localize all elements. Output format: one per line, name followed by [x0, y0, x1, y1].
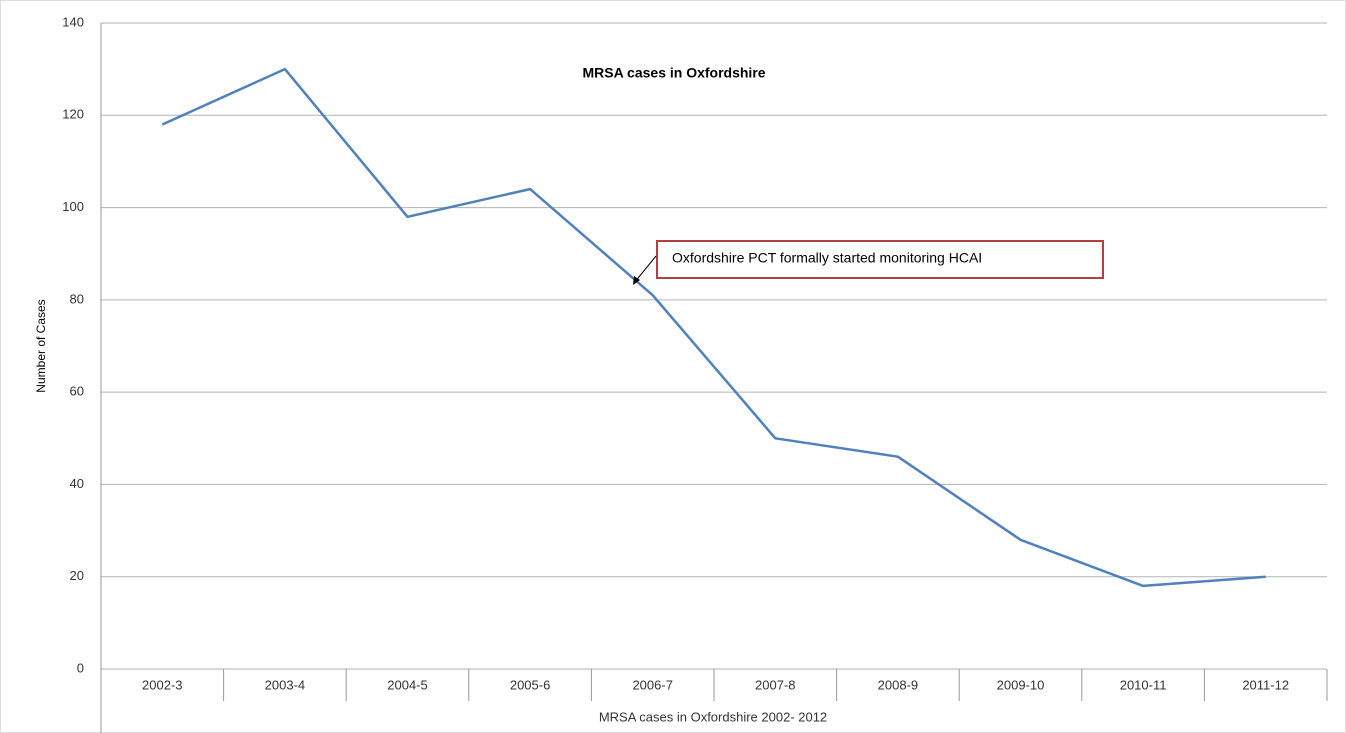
y-tick-label: 120 [62, 107, 84, 122]
chart-title: MRSA cases in Oxfordshire [582, 65, 765, 81]
annotation-arrowhead [633, 276, 640, 285]
y-tick-label: 40 [70, 476, 84, 491]
x-tick-label: 2004-5 [387, 677, 427, 692]
y-axis-label: Number of Cases [34, 299, 48, 392]
x-tick-label: 2009-10 [997, 677, 1045, 692]
plot-area: 0 20 40 60 80 100 120 140 2002-3 2003-4 2004-5 2005… [62, 14, 1328, 733]
annotation-box [656, 240, 1104, 279]
y-tick-label: 0 [77, 660, 84, 675]
x-tick-label: 2010-11 [1120, 677, 1167, 692]
x-tick-label: 2003-4 [265, 677, 305, 692]
x-tick-label: 2011-12 [1242, 677, 1289, 692]
x-tick-label: 2006-7 [632, 677, 672, 692]
y-tick-label: 60 [70, 384, 84, 399]
annotation: Oxfordshire PCT formally started monitor… [633, 240, 1104, 285]
x-tick-label: 2008-9 [878, 677, 918, 692]
data-line [161, 67, 1266, 588]
x-tick-label: 2005-6 [510, 677, 550, 692]
x-axis-label: MRSA cases in Oxfordshire 2002- 2012 [599, 709, 827, 724]
annotation-text: Oxfordshire PCT formally started monitor… [672, 250, 982, 266]
y-tick-label: 20 [70, 568, 84, 583]
y-tick-label: 140 [62, 14, 84, 29]
x-tick-label: 2007-8 [755, 677, 795, 692]
x-tick-label: 2002-3 [142, 677, 182, 692]
y-tick-label: 100 [62, 199, 84, 214]
y-tick-label: 80 [70, 291, 84, 306]
